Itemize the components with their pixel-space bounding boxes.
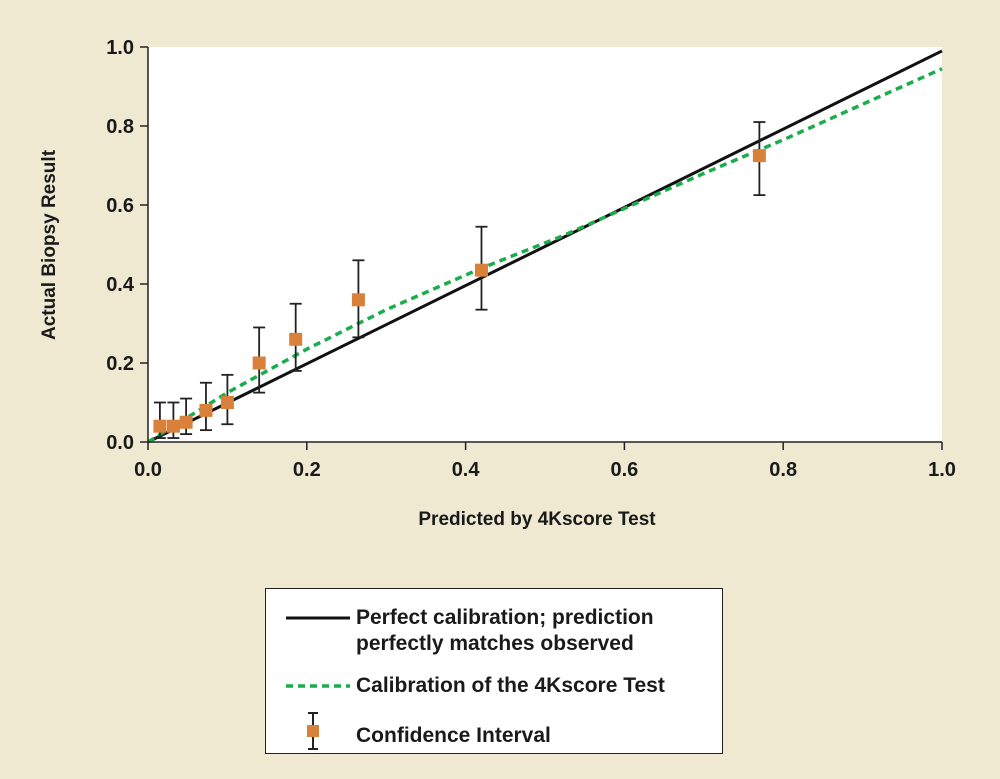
data-point-5 <box>252 326 266 394</box>
data-point-8 <box>474 225 488 311</box>
data-point-3 <box>199 381 213 432</box>
point-marker <box>153 419 167 433</box>
point-marker <box>752 149 766 163</box>
point-marker <box>252 356 266 370</box>
data-point-2 <box>179 397 193 436</box>
solid-line-swatch <box>286 616 350 620</box>
data-point-9 <box>752 121 766 197</box>
x-tick-label: 0.0 <box>134 459 162 481</box>
data-point-7 <box>351 259 365 339</box>
data-point-4 <box>220 373 234 426</box>
point-marker <box>220 396 234 409</box>
y-tick-label: 0.2 <box>106 353 134 375</box>
point-marker <box>289 332 303 346</box>
x-tick-label: 0.4 <box>452 459 481 481</box>
legend-label: Perfect calibration; prediction perfectl… <box>356 606 654 655</box>
ci-marker-swatch <box>307 712 319 750</box>
y-tick-label: 0.6 <box>106 195 134 217</box>
x-tick-label: 0.2 <box>293 459 321 481</box>
y-tick-label: 1.0 <box>106 37 134 59</box>
point-marker <box>474 263 488 277</box>
x-tick-label: 0.8 <box>769 459 797 481</box>
legend-label: Calibration of the 4Kscore Test <box>356 674 665 697</box>
y-tick-label: 0.0 <box>106 432 134 454</box>
data-point-0 <box>153 401 167 439</box>
x-axis-label: Predicted by 4Kscore Test <box>418 509 656 530</box>
data-point-6 <box>289 302 303 372</box>
x-tick-label: 0.6 <box>610 459 638 481</box>
legend: Perfect calibration; prediction perfectl… <box>265 588 723 754</box>
y-tick-label: 0.4 <box>106 274 135 296</box>
point-marker <box>199 403 213 417</box>
x-tick-label: 1.0 <box>928 459 956 481</box>
perfect-calibration-line <box>147 49 943 444</box>
y-axis-label: Actual Biopsy Result <box>39 149 60 340</box>
dashed-line-swatch <box>286 684 350 688</box>
data-point-1 <box>166 401 180 439</box>
point-marker <box>351 293 365 307</box>
legend-label: Confidence Interval <box>356 724 551 747</box>
point-marker <box>166 419 180 433</box>
y-tick-label: 0.8 <box>106 116 134 138</box>
point-marker <box>179 415 193 429</box>
